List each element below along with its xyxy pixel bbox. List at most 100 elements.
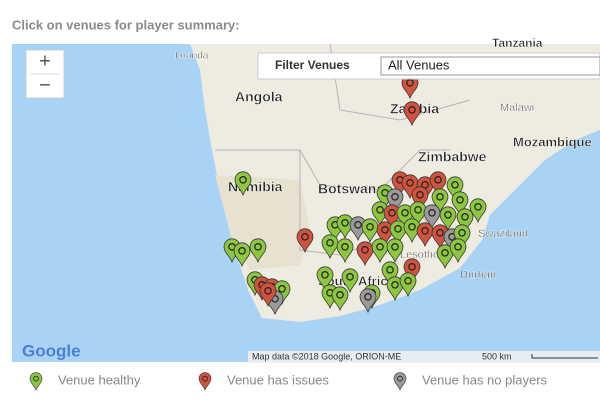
marker-dot — [376, 205, 384, 214]
venue-marker[interactable] — [386, 188, 404, 214]
marker-dot — [376, 242, 384, 251]
venue-marker[interactable] — [376, 221, 394, 247]
legend: Venue healthy Venue has issues Venue has n… — [29, 372, 548, 391]
venue-marker[interactable] — [411, 186, 429, 212]
venue-marker[interactable] — [336, 214, 354, 240]
marker-dot — [326, 238, 334, 247]
venue-marker[interactable] — [233, 242, 251, 268]
venue-marker[interactable] — [403, 101, 421, 127]
venue-marker[interactable] — [429, 171, 447, 197]
marker-dot — [404, 276, 412, 285]
venue-marker[interactable] — [451, 191, 469, 217]
marker-dot — [301, 232, 309, 241]
scale-label: 500 km — [482, 351, 512, 361]
marker-dot — [416, 190, 424, 199]
attribution-bar — [248, 351, 600, 363]
marker-dot — [388, 208, 396, 217]
google-logo: Google — [22, 341, 81, 360]
marker-dot — [414, 205, 422, 214]
map-label: Luanda — [175, 51, 209, 62]
marker-dot — [434, 175, 442, 184]
venue-marker[interactable] — [431, 188, 449, 214]
venue-marker[interactable] — [416, 222, 434, 248]
venue-marker[interactable] — [386, 238, 404, 264]
marker-dot — [366, 222, 374, 231]
marker-dot — [346, 272, 354, 281]
venue-marker[interactable] — [336, 238, 354, 264]
venue-marker[interactable] — [436, 244, 454, 270]
venue-marker — [393, 372, 407, 391]
marker-dot — [441, 248, 449, 257]
marker-dot — [386, 265, 394, 274]
marker-dot — [254, 242, 262, 251]
map-label: Botswana — [318, 181, 384, 197]
venue-marker[interactable] — [409, 201, 427, 227]
venue-marker[interactable] — [386, 276, 404, 302]
legend-label: Venue healthy — [58, 372, 141, 387]
marker-dot — [321, 270, 329, 279]
venue-marker[interactable] — [331, 286, 349, 312]
legend-label: Venue has issues — [227, 372, 329, 387]
marker-dot — [444, 210, 452, 219]
venue-marker[interactable] — [383, 204, 401, 230]
marker-dot — [361, 245, 369, 254]
venue-marker[interactable] — [249, 238, 267, 264]
map-label: Angola — [235, 89, 283, 105]
marker-dot — [341, 242, 349, 251]
venue-marker[interactable] — [359, 288, 377, 314]
venue-marker[interactable] — [381, 261, 399, 287]
marker-dot — [33, 375, 39, 382]
marker-dot — [458, 228, 466, 237]
filter-select[interactable] — [380, 56, 600, 76]
scale-bar — [531, 354, 598, 359]
map-label: Lesotho — [400, 249, 439, 261]
venue-marker[interactable] — [439, 206, 457, 232]
venue-marker[interactable] — [371, 238, 389, 264]
marker-dot — [238, 246, 246, 255]
map-label: Zimbabwe — [418, 149, 487, 165]
marker-dot — [454, 242, 462, 251]
venue-marker — [29, 372, 43, 391]
venue-marker[interactable] — [423, 204, 441, 230]
venue-marker[interactable] — [399, 272, 417, 298]
venue-marker[interactable] — [316, 266, 334, 292]
marker-dot — [394, 224, 402, 233]
marker-dot — [436, 228, 444, 237]
venue-marker[interactable] — [234, 171, 252, 197]
marker-dot — [336, 290, 344, 299]
venue-marker[interactable] — [449, 238, 467, 264]
header-title: Click on venues for player summary: — [12, 17, 240, 32]
filter-value[interactable]: All Venues — [388, 57, 450, 72]
venue-marker[interactable] — [456, 208, 474, 234]
map-label: Tanzania — [492, 36, 543, 50]
filter-label: Filter Venues — [275, 58, 350, 72]
attribution: Map data ©2018 Google, ORION-ME — [252, 351, 401, 361]
filter-control: Filter Venues All Venues — [257, 52, 600, 80]
zoom-in[interactable]: + — [39, 50, 51, 72]
venue-marker[interactable] — [389, 220, 407, 246]
marker-dot — [406, 78, 414, 87]
marker-dot — [391, 280, 399, 289]
marker-dot — [406, 178, 414, 187]
zoom-out[interactable]: − — [39, 74, 51, 96]
venue-marker[interactable] — [259, 282, 277, 308]
marker-dot — [421, 226, 429, 235]
map-label: Malawi — [500, 102, 534, 114]
map-label: Swaziland — [478, 228, 528, 240]
venue-marker[interactable] — [446, 176, 464, 202]
venue-marker[interactable] — [296, 228, 314, 254]
marker-dot — [408, 105, 416, 114]
venue-marker[interactable] — [341, 268, 359, 294]
marker-dot — [428, 208, 436, 217]
map[interactable]: TanzaniaLuandaAngolaZambiaMalawiMozambiq… — [12, 36, 600, 363]
marker-dot — [401, 208, 409, 217]
map-label: Mozambique — [513, 134, 592, 149]
marker-dot — [264, 286, 272, 295]
venue-marker[interactable] — [356, 241, 374, 267]
marker-dot — [474, 202, 482, 211]
marker-dot — [354, 220, 362, 229]
venue-marker[interactable] — [361, 218, 379, 244]
venue-marker[interactable] — [321, 234, 339, 260]
